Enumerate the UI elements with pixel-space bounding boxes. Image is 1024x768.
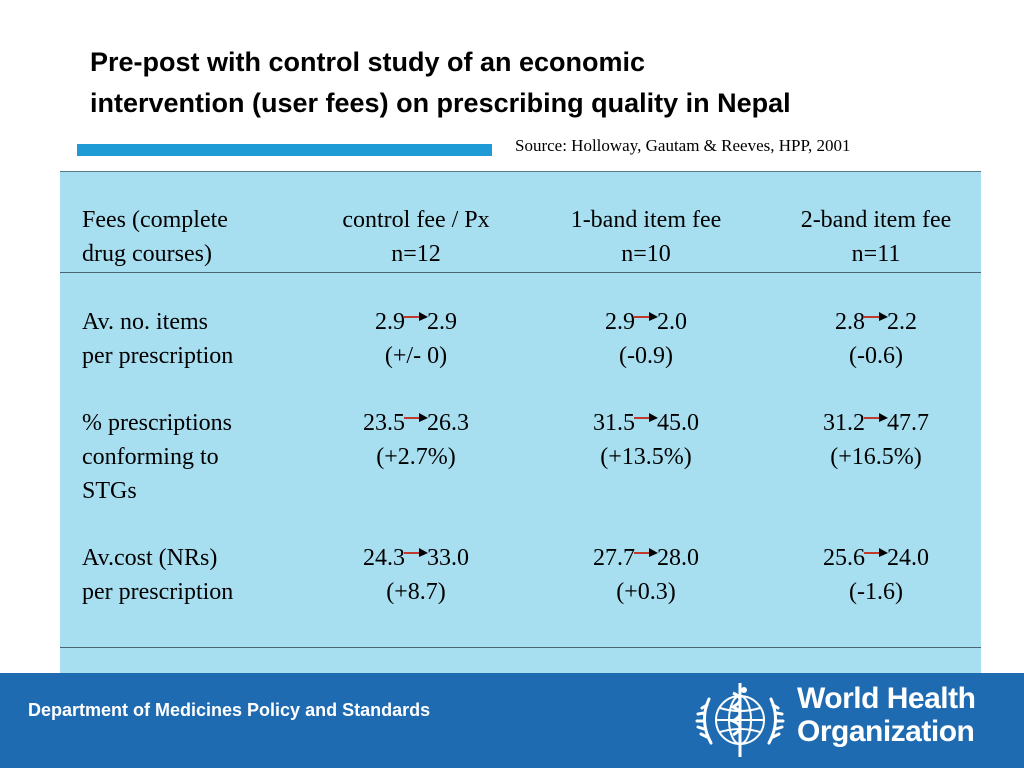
cell-cost-1-band: 27.7 28.0 (+0.3) <box>536 541 756 609</box>
pre-value: 23.5 <box>363 410 405 436</box>
cell-stg-1-band: 31.5 45.0 (+13.5%) <box>536 406 756 474</box>
table-top-rule <box>60 171 981 172</box>
pre-value: 31.5 <box>593 410 635 436</box>
table-panel <box>60 171 981 673</box>
arrow-right-icon <box>634 312 658 321</box>
footer-bar <box>0 673 1024 768</box>
column-header-control: control fee / Px n=12 <box>306 203 526 271</box>
pre-post-values: 31.2 47.7 <box>823 406 929 440</box>
arrow-right-icon <box>404 548 428 557</box>
header-rule <box>60 272 981 273</box>
pre-value: 2.9 <box>605 309 635 335</box>
pre-post-values: 24.3 33.0 <box>363 541 469 575</box>
post-value: 26.3 <box>427 410 469 436</box>
arrow-right-icon <box>404 413 428 422</box>
column-header-n: n=10 <box>621 241 671 267</box>
arrow-right-icon <box>864 413 888 422</box>
pre-post-values: 2.8 2.2 <box>835 305 917 339</box>
row-label-items: Av. no. items per prescription <box>82 305 233 373</box>
slide-title-line-1: Pre-post with control study of an econom… <box>90 47 646 77</box>
row-label-line: % prescriptions <box>82 410 232 436</box>
column-header-name: 2-band item fee <box>800 207 952 233</box>
header-label-line-2: drug courses) <box>82 241 212 267</box>
row-label-line: per prescription <box>82 579 234 605</box>
pre-post-values: 27.7 28.0 <box>593 541 699 575</box>
pre-value: 27.7 <box>593 545 635 571</box>
post-value: 2.0 <box>657 309 687 335</box>
cell-items-control: 2.9 2.9 (+/- 0) <box>306 305 526 373</box>
who-logotype: World Health Organization <box>797 682 976 748</box>
pre-post-values: 2.9 2.9 <box>375 305 457 339</box>
change-value: (+0.3) <box>616 579 676 605</box>
post-value: 2.2 <box>887 309 917 335</box>
arrow-right-icon <box>864 312 888 321</box>
change-value: (-1.6) <box>849 579 903 605</box>
arrow-right-icon <box>634 548 658 557</box>
column-header-2-band: 2-band item fee n=11 <box>766 203 986 271</box>
change-value: (+2.7%) <box>376 444 456 470</box>
row-label-line: STGs <box>82 478 137 504</box>
post-value: 47.7 <box>887 410 929 436</box>
post-value: 45.0 <box>657 410 699 436</box>
source-citation: Source: Holloway, Gautam & Reeves, HPP, … <box>515 136 851 155</box>
department-name: Department of Medicines Policy and Stand… <box>28 700 431 720</box>
pre-value: 31.2 <box>823 410 865 436</box>
pre-value: 2.9 <box>375 309 405 335</box>
who-emblem-icon <box>695 683 785 757</box>
cell-cost-2-band: 25.6 24.0 (-1.6) <box>766 541 986 609</box>
table-bottom-rule <box>60 647 981 648</box>
post-value: 28.0 <box>657 545 699 571</box>
column-header-n: n=11 <box>851 241 901 267</box>
column-header-name: 1-band item fee <box>570 207 722 233</box>
slide-title: Pre-post with control study of an econom… <box>90 42 990 124</box>
cell-cost-control: 24.3 33.0 (+8.7) <box>306 541 526 609</box>
row-label-line: per prescription <box>82 343 234 369</box>
row-label-line: Av. no. items <box>82 309 208 335</box>
post-value: 24.0 <box>887 545 929 571</box>
column-header-n: n=12 <box>391 241 441 267</box>
change-value: (-0.9) <box>619 343 673 369</box>
pre-post-values: 2.9 2.0 <box>605 305 687 339</box>
post-value: 2.9 <box>427 309 457 335</box>
pre-post-values: 31.5 45.0 <box>593 406 699 440</box>
arrow-right-icon <box>634 413 658 422</box>
pre-value: 2.8 <box>835 309 865 335</box>
column-header-1-band: 1-band item fee n=10 <box>536 203 756 271</box>
who-logotype-line-1: World Health <box>797 682 976 715</box>
cell-stg-control: 23.5 26.3 (+2.7%) <box>306 406 526 474</box>
row-label-line: Av.cost (NRs) <box>82 545 218 571</box>
post-value: 33.0 <box>427 545 469 571</box>
header-label: Fees (complete drug courses) <box>82 203 228 271</box>
header-label-line-1: Fees (complete <box>82 207 228 233</box>
row-label-stg: % prescriptions conforming to STGs <box>82 406 232 508</box>
row-label-line: conforming to <box>82 444 219 470</box>
change-value: (+13.5%) <box>600 444 692 470</box>
arrow-right-icon <box>864 548 888 557</box>
cell-items-1-band: 2.9 2.0 (-0.9) <box>536 305 756 373</box>
pre-value: 25.6 <box>823 545 865 571</box>
slide-title-line-2: intervention (user fees) on prescribing … <box>90 88 791 118</box>
change-value: (+/- 0) <box>384 343 448 369</box>
row-label-cost: Av.cost (NRs) per prescription <box>82 541 233 609</box>
accent-bar <box>77 144 492 156</box>
pre-post-values: 23.5 26.3 <box>363 406 469 440</box>
who-logotype-line-2: Organization <box>797 715 975 748</box>
cell-items-2-band: 2.8 2.2 (-0.6) <box>766 305 986 373</box>
pre-value: 24.3 <box>363 545 405 571</box>
arrow-right-icon <box>404 312 428 321</box>
change-value: (-0.6) <box>849 343 903 369</box>
cell-stg-2-band: 31.2 47.7 (+16.5%) <box>766 406 986 474</box>
change-value: (+8.7) <box>386 579 446 605</box>
pre-post-values: 25.6 24.0 <box>823 541 929 575</box>
change-value: (+16.5%) <box>830 444 922 470</box>
column-header-name: control fee / Px <box>342 207 490 233</box>
